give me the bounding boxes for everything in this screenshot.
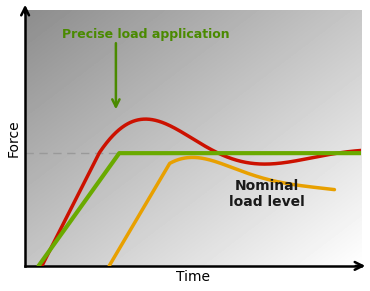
Text: Precise load application: Precise load application (62, 28, 230, 40)
Y-axis label: Force: Force (7, 119, 21, 157)
Text: Nominal
load level: Nominal load level (229, 179, 305, 209)
X-axis label: Time: Time (176, 270, 210, 284)
